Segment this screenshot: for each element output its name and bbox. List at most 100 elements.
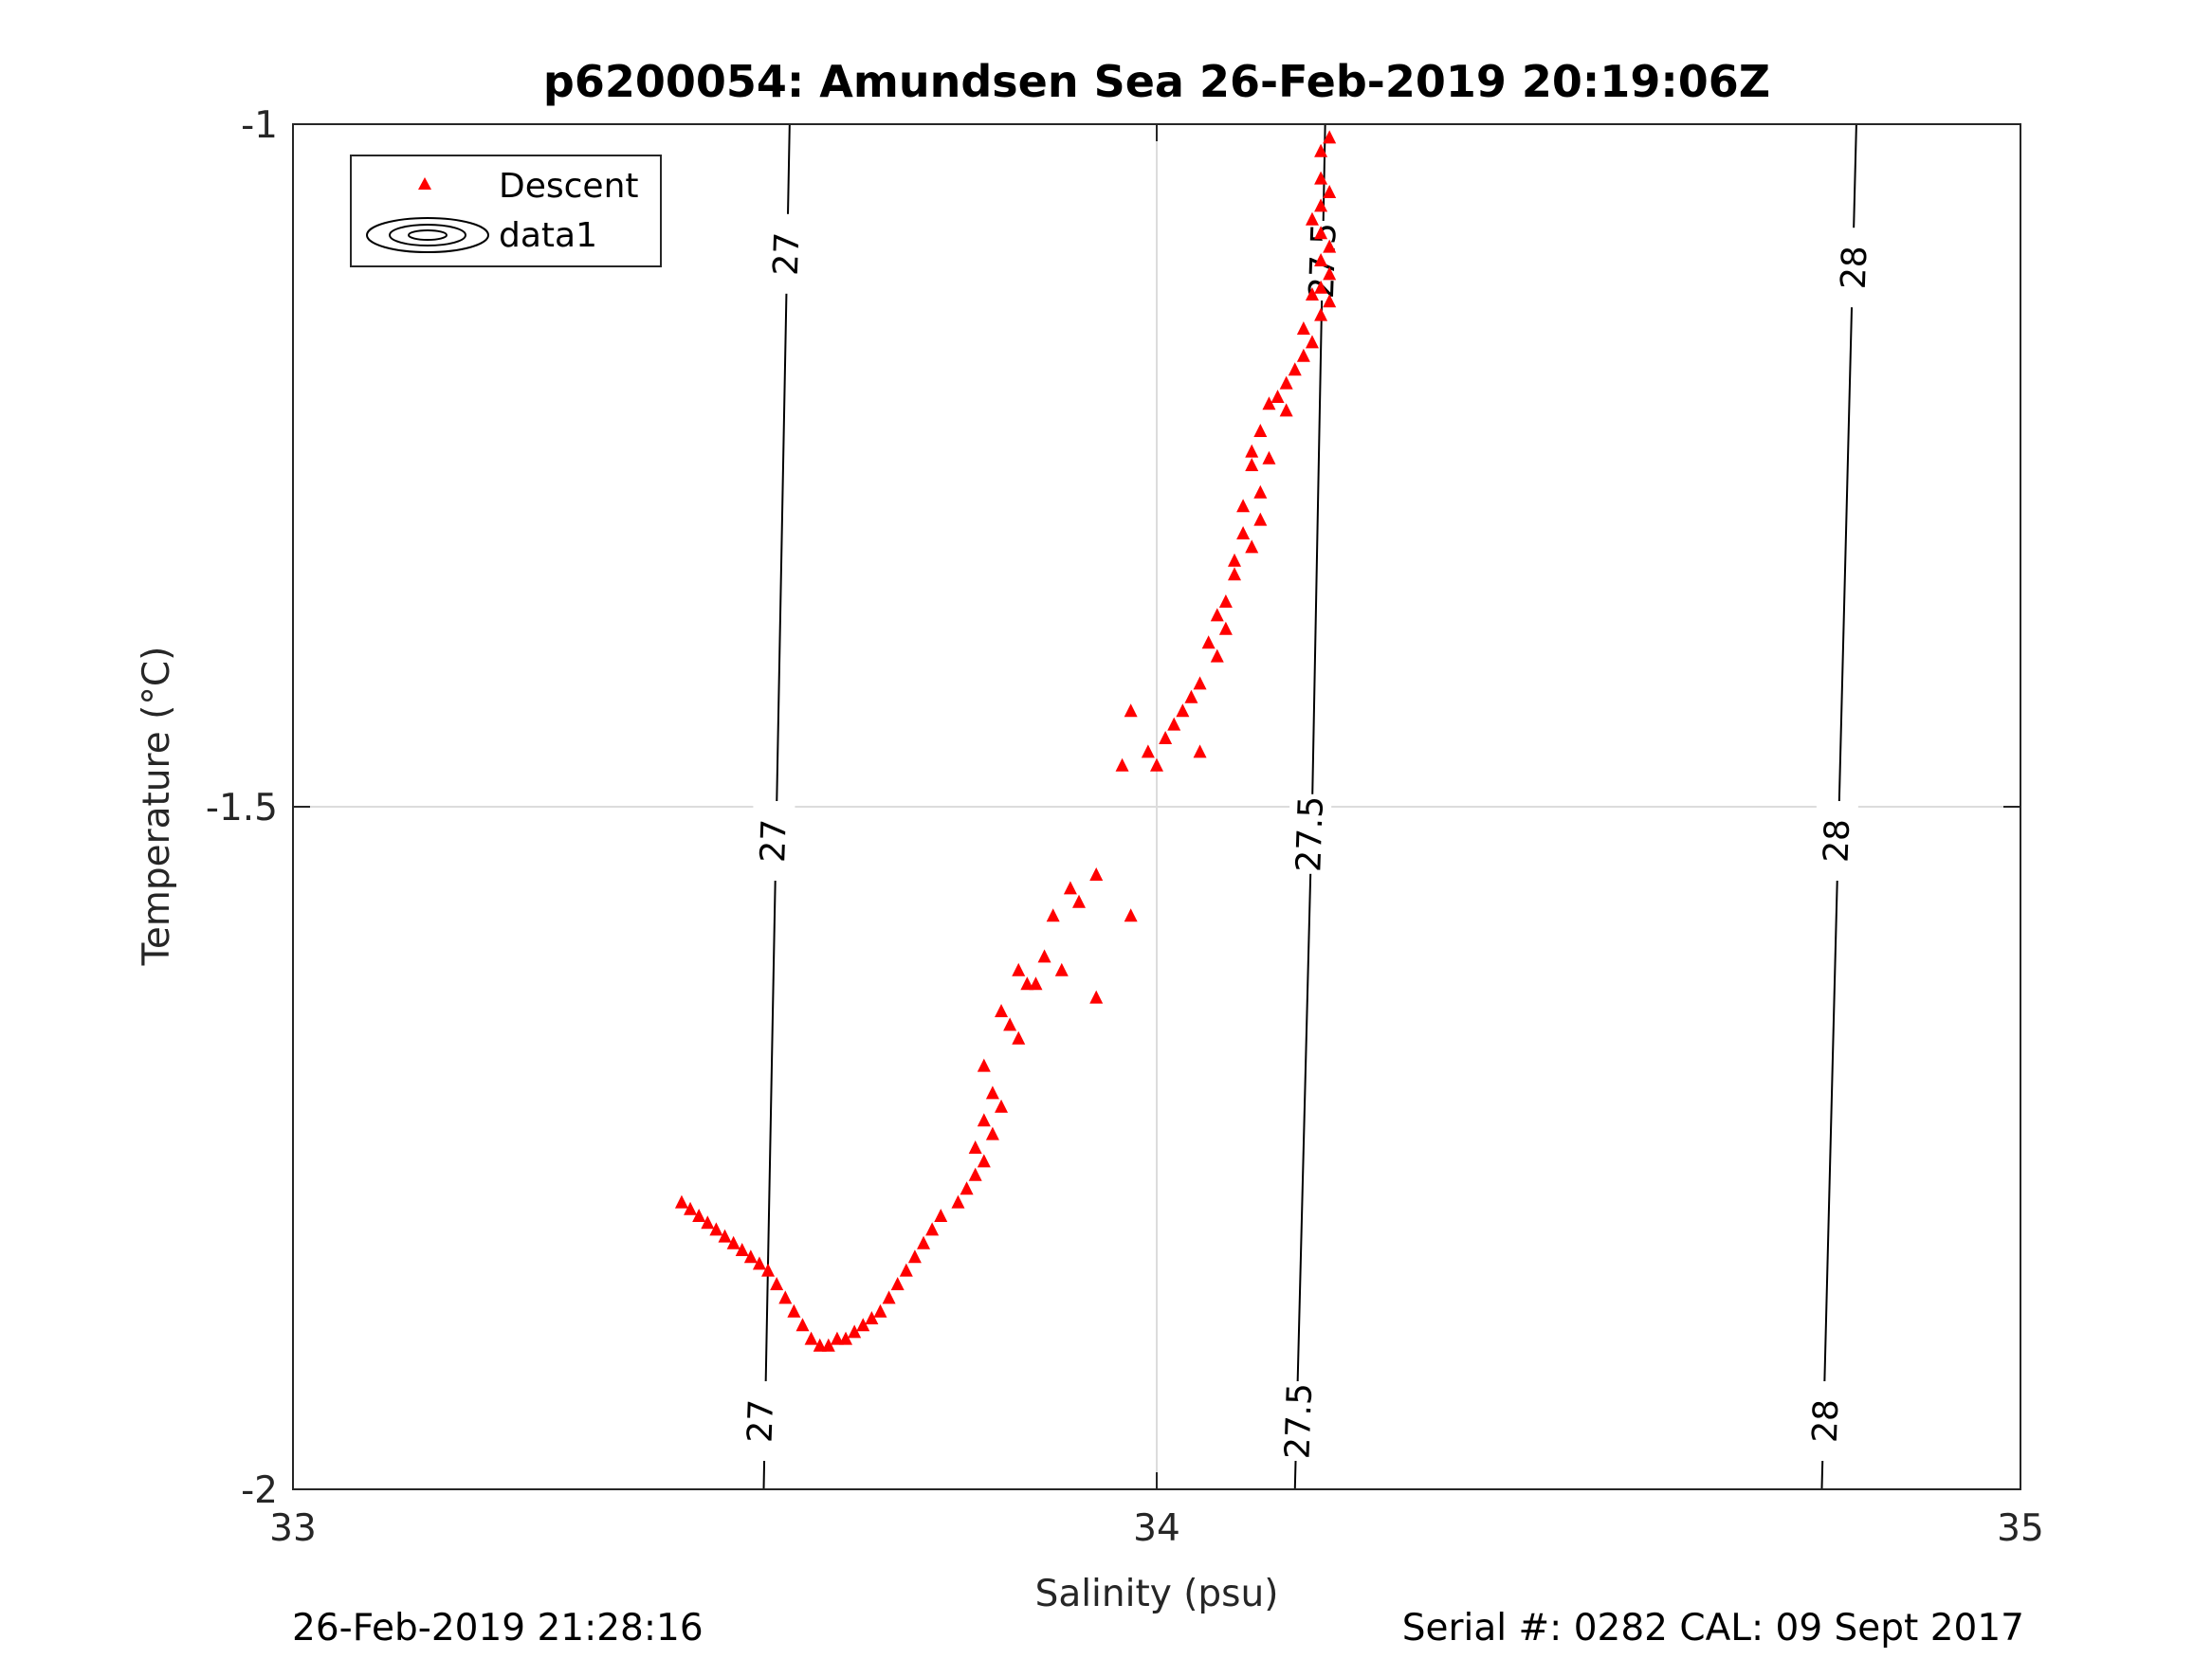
data-point-marker xyxy=(1262,450,1276,465)
data-point-marker xyxy=(839,1331,853,1345)
data-point-marker xyxy=(934,1209,948,1222)
data-point-marker xyxy=(985,1126,999,1140)
contour-label-gap xyxy=(1816,801,1858,881)
data-point-marker xyxy=(1262,396,1276,410)
data-point-marker xyxy=(977,1058,991,1072)
data-point-marker xyxy=(1089,867,1104,881)
data-point-marker xyxy=(1245,444,1259,458)
contour-label: 28 xyxy=(1835,246,1875,290)
data-point-marker xyxy=(1201,635,1216,649)
data-point-marker xyxy=(761,1263,776,1277)
data-point-marker xyxy=(1184,689,1198,703)
data-point-marker xyxy=(848,1324,862,1339)
data-point-marker xyxy=(1124,703,1138,718)
data-point-marker xyxy=(1245,539,1259,554)
data-point-marker xyxy=(1046,908,1060,922)
data-point-marker xyxy=(995,1004,1009,1017)
legend-box xyxy=(350,155,662,267)
footer-timestamp: 26-Feb-2019 21:28:16 xyxy=(292,1607,704,1650)
data-point-marker xyxy=(735,1243,749,1256)
data-point-marker xyxy=(1305,335,1319,349)
data-point-marker xyxy=(743,1249,758,1264)
data-point-marker xyxy=(821,1338,835,1352)
data-point-marker xyxy=(1227,567,1241,581)
data-point-marker xyxy=(1003,1017,1017,1031)
data-point-marker xyxy=(787,1304,801,1318)
data-point-marker xyxy=(1115,757,1129,772)
data-point-marker xyxy=(1323,266,1337,281)
data-point-marker xyxy=(692,1209,706,1222)
chart-title: p6200054: Amundsen Sea 26-Feb-2019 20:19… xyxy=(543,56,1770,107)
data-point-marker xyxy=(960,1181,974,1195)
data-point-marker xyxy=(1323,185,1337,198)
contour-label: 28 xyxy=(1818,818,1858,863)
contour-label-gap xyxy=(753,801,795,881)
data-point-marker xyxy=(899,1263,913,1277)
data-point-marker xyxy=(804,1331,818,1345)
data-point-marker xyxy=(1314,307,1328,321)
data-point-marker xyxy=(907,1249,922,1264)
contour-label-gap xyxy=(1278,1381,1321,1461)
data-point-marker xyxy=(1012,1030,1026,1045)
data-point-marker xyxy=(1159,731,1173,744)
data-point-marker xyxy=(951,1194,965,1209)
data-point-marker xyxy=(1245,458,1259,471)
data-point-marker xyxy=(1193,744,1207,758)
data-point-marker xyxy=(890,1277,905,1290)
data-point-marker xyxy=(1296,321,1310,335)
legend-descent-label: Descent xyxy=(499,167,639,206)
data-point-marker xyxy=(1253,512,1268,526)
data-point-marker xyxy=(1210,608,1224,622)
data-point-marker xyxy=(882,1290,896,1304)
legend-descent-marker xyxy=(418,177,431,190)
data-point-marker xyxy=(709,1222,723,1236)
data-point-marker xyxy=(726,1235,740,1249)
data-point-marker xyxy=(778,1290,793,1304)
data-point-marker xyxy=(1253,424,1268,437)
data-point-marker xyxy=(873,1304,887,1318)
data-point-marker xyxy=(1167,717,1181,731)
data-point-marker xyxy=(1210,648,1224,663)
legend-data1-label: data1 xyxy=(499,216,597,255)
data-point-marker xyxy=(1305,211,1319,226)
data-point-marker xyxy=(1236,499,1251,513)
data-point-marker xyxy=(1193,676,1207,690)
data-point-marker xyxy=(1236,526,1251,539)
y-tick-label: -2 xyxy=(241,1469,278,1512)
data-point-marker xyxy=(1305,287,1319,301)
data-point-marker xyxy=(1150,757,1163,772)
data-point-marker xyxy=(1218,594,1233,608)
data-point-marker xyxy=(1314,226,1328,240)
contour-label-gap xyxy=(1834,228,1876,308)
y-axis-label: Temperature (°C) xyxy=(136,647,178,967)
data-point-marker xyxy=(1012,962,1026,976)
data-point-marker xyxy=(1054,962,1069,976)
data-point-marker xyxy=(1253,484,1268,499)
data-point-marker xyxy=(1020,976,1034,991)
data-point-marker xyxy=(856,1318,870,1332)
data-point-marker xyxy=(925,1222,940,1236)
data-point-marker xyxy=(813,1338,827,1352)
data-point-marker xyxy=(1072,894,1087,908)
y-axis: -2 -1.5 -1 xyxy=(206,104,2020,1512)
data-point-marker xyxy=(917,1235,931,1249)
data-point-marker xyxy=(1271,390,1285,403)
data-point-marker xyxy=(1279,403,1293,417)
contour-label: 28 xyxy=(1806,1398,1847,1443)
data-point-marker xyxy=(1314,198,1328,212)
data-point-marker xyxy=(1279,375,1293,390)
data-point-marker xyxy=(1314,171,1328,185)
data-point-marker xyxy=(1323,130,1337,144)
data-point-marker xyxy=(865,1311,879,1324)
data-point-marker xyxy=(968,1140,982,1154)
contour-label-gap xyxy=(1289,793,1332,874)
data-point-marker xyxy=(718,1229,732,1243)
data-point-marker xyxy=(1314,280,1328,294)
data-point-marker xyxy=(674,1194,688,1209)
contour-label-gap xyxy=(1805,1381,1848,1461)
data-point-marker xyxy=(977,1154,991,1168)
contour-label: 27 xyxy=(754,818,795,863)
